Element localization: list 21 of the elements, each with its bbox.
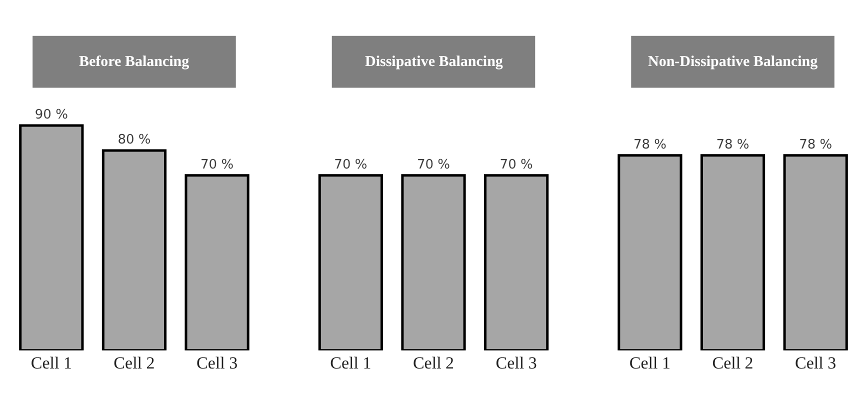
- x-tick-label: Cell 1: [330, 353, 372, 372]
- data-label: 70 %: [500, 157, 533, 172]
- x-tick-label: Cell 3: [795, 353, 836, 372]
- x-tick-label: Cell 2: [712, 353, 754, 372]
- data-label: 70 %: [416, 157, 450, 172]
- chart-title: Dissipative Balancing: [365, 54, 504, 70]
- data-label: 70 %: [334, 157, 368, 172]
- data-label: 80 %: [118, 132, 151, 148]
- x-tick-label: Cell 2: [412, 353, 454, 372]
- x-tick-label: Cell 1: [30, 353, 72, 372]
- chart-title: Non-Dissipative Balancing: [648, 54, 818, 70]
- data-label: 78 %: [716, 137, 750, 152]
- chart-title: Before Balancing: [79, 54, 190, 70]
- data-label: 70 %: [200, 157, 234, 172]
- x-tick-label: Cell 3: [196, 353, 238, 372]
- x-tick-label: Cell 2: [114, 353, 155, 372]
- data-label: 78 %: [633, 137, 666, 152]
- data-label: 78 %: [799, 137, 832, 152]
- x-tick-label: Cell 1: [629, 353, 671, 372]
- data-label: 90 %: [34, 107, 68, 122]
- x-tick-label: Cell 3: [496, 353, 537, 372]
